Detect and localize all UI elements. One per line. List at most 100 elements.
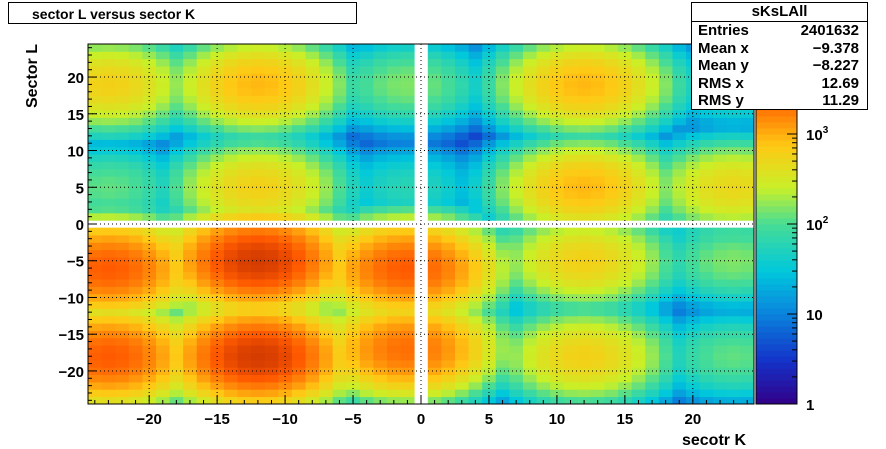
heatmap-cell	[509, 168, 524, 177]
colorbar-segment	[756, 356, 797, 363]
stats-label: Mean x	[698, 39, 749, 57]
heatmap-cell	[482, 242, 497, 251]
heatmap-cell	[495, 58, 510, 67]
heatmap-cell	[645, 381, 660, 390]
colorbar-segment	[756, 374, 797, 381]
heatmap-cell	[441, 308, 456, 317]
heatmap-cell	[686, 154, 701, 162]
heatmap-cell	[210, 242, 225, 251]
heatmap-cell	[88, 80, 102, 89]
heatmap-cell	[264, 279, 279, 287]
heatmap-cell	[115, 345, 130, 353]
heatmap-cell	[563, 367, 578, 376]
heatmap-cell	[495, 102, 510, 111]
heatmap-cell	[183, 51, 198, 60]
x-tick-label: 20	[684, 411, 701, 428]
heatmap-cell	[305, 352, 320, 361]
colorbar-segment	[756, 194, 797, 201]
heatmap-cell	[536, 51, 551, 60]
heatmap-cell	[115, 80, 130, 89]
heatmap-cell	[88, 271, 102, 280]
heatmap-cell	[468, 110, 483, 118]
heatmap-cell	[509, 264, 524, 273]
heatmap-cell	[454, 330, 469, 339]
heatmap-cell	[604, 176, 619, 184]
heatmap-cell	[101, 279, 116, 287]
heatmap-cell	[319, 205, 334, 214]
colorbar-segment	[756, 338, 797, 345]
heatmap-cell	[495, 389, 510, 398]
heatmap-cell	[468, 80, 483, 89]
heatmap-cell	[155, 80, 170, 89]
heatmap-cell	[400, 286, 415, 295]
heatmap-cell	[740, 235, 755, 243]
heatmap-cell	[631, 271, 646, 280]
heatmap-cell	[536, 242, 551, 251]
heatmap-cell	[155, 88, 170, 96]
heatmap-cell	[618, 154, 633, 162]
heatmap-cell	[441, 190, 456, 199]
heatmap-cell	[155, 235, 170, 243]
heatmap-cell	[454, 286, 469, 295]
heatmap-cell	[169, 190, 184, 199]
heatmap-cell	[713, 117, 728, 126]
heatmap-cell	[264, 110, 279, 118]
heatmap-cell	[454, 242, 469, 251]
heatmap-cell	[223, 176, 238, 184]
heatmap-cell	[251, 330, 266, 339]
heatmap-cell	[400, 374, 415, 383]
heatmap-cell	[210, 374, 225, 383]
heatmap-cell	[115, 139, 130, 148]
heatmap-cell	[183, 301, 198, 309]
heatmap-cell	[590, 367, 605, 376]
heatmap-cell	[672, 257, 687, 265]
heatmap-cell	[319, 367, 334, 376]
heatmap-cell	[645, 198, 660, 207]
heatmap-cell	[468, 161, 483, 170]
heatmap-cell	[686, 271, 701, 280]
heatmap-cell	[604, 73, 619, 82]
heatmap-cell	[509, 124, 524, 133]
heatmap-cell	[387, 124, 402, 133]
heatmap-cell	[264, 374, 279, 383]
heatmap-cell	[264, 330, 279, 339]
heatmap-cell	[196, 88, 211, 96]
heatmap-cell	[291, 88, 306, 96]
heatmap-cell	[631, 183, 646, 192]
heatmap-cell	[550, 389, 565, 398]
heatmap-cell	[400, 352, 415, 361]
heatmap-cell	[536, 359, 551, 368]
heatmap-cell	[155, 359, 170, 368]
heatmap-cell	[577, 389, 592, 398]
heatmap-cell	[278, 315, 293, 324]
heatmap-cell	[169, 212, 184, 221]
heatmap-cell	[726, 124, 741, 133]
heatmap-cell	[115, 117, 130, 126]
heatmap-cell	[88, 389, 102, 398]
heatmap-cell	[319, 227, 334, 236]
heatmap-cell	[387, 161, 402, 170]
heatmap-cell	[115, 198, 130, 207]
heatmap-cell	[142, 227, 157, 236]
heatmap-cell	[373, 264, 388, 273]
heatmap-cell	[251, 271, 266, 280]
heatmap-cell	[251, 44, 266, 52]
heatmap-cell	[536, 205, 551, 214]
heatmap-cell	[454, 345, 469, 353]
heatmap-cell	[468, 183, 483, 192]
heatmap-cell	[332, 198, 347, 207]
y-tick-label: 20	[67, 70, 84, 87]
heatmap-cell	[237, 315, 252, 324]
heatmap-cell	[319, 117, 334, 126]
heatmap-cell	[359, 117, 374, 126]
heatmap-cell	[278, 51, 293, 60]
y-axis-label: Sector L	[24, 44, 41, 108]
heatmap-cell	[522, 264, 537, 273]
heatmap-cell	[319, 359, 334, 368]
heatmap-cell	[196, 293, 211, 302]
heatmap-cell	[441, 176, 456, 184]
heatmap-cell	[550, 51, 565, 60]
heatmap-cell	[400, 183, 415, 192]
heatmap-cell	[373, 51, 388, 60]
heatmap-cell	[387, 381, 402, 390]
